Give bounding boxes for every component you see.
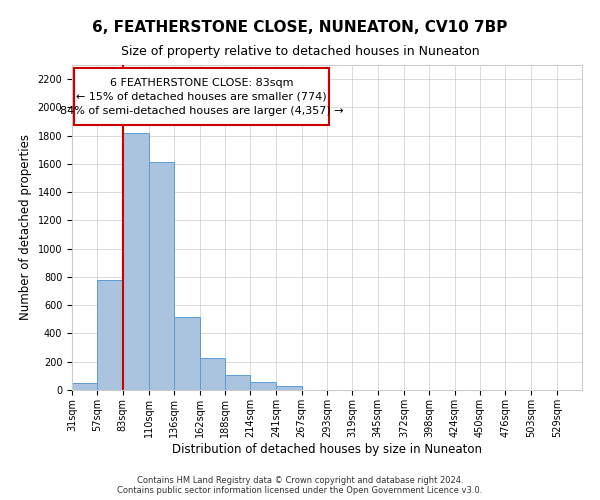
Bar <box>97 280 122 390</box>
Bar <box>174 316 200 390</box>
Bar <box>277 386 302 390</box>
Text: Contains HM Land Registry data © Crown copyright and database right 2024.
Contai: Contains HM Land Registry data © Crown c… <box>118 476 482 495</box>
X-axis label: Distribution of detached houses by size in Nuneaton: Distribution of detached houses by size … <box>172 442 482 456</box>
Bar <box>122 133 149 390</box>
Text: 6 FEATHERSTONE CLOSE: 83sqm
← 15% of detached houses are smaller (774)
84% of se: 6 FEATHERSTONE CLOSE: 83sqm ← 15% of det… <box>59 78 343 116</box>
Bar <box>250 382 277 390</box>
Bar <box>149 162 174 390</box>
FancyBboxPatch shape <box>74 68 329 125</box>
Text: Size of property relative to detached houses in Nuneaton: Size of property relative to detached ho… <box>121 45 479 58</box>
Bar <box>199 358 225 390</box>
Y-axis label: Number of detached properties: Number of detached properties <box>19 134 32 320</box>
Text: 6, FEATHERSTONE CLOSE, NUNEATON, CV10 7BP: 6, FEATHERSTONE CLOSE, NUNEATON, CV10 7B… <box>92 20 508 35</box>
Bar <box>72 383 97 390</box>
Bar <box>225 375 250 390</box>
